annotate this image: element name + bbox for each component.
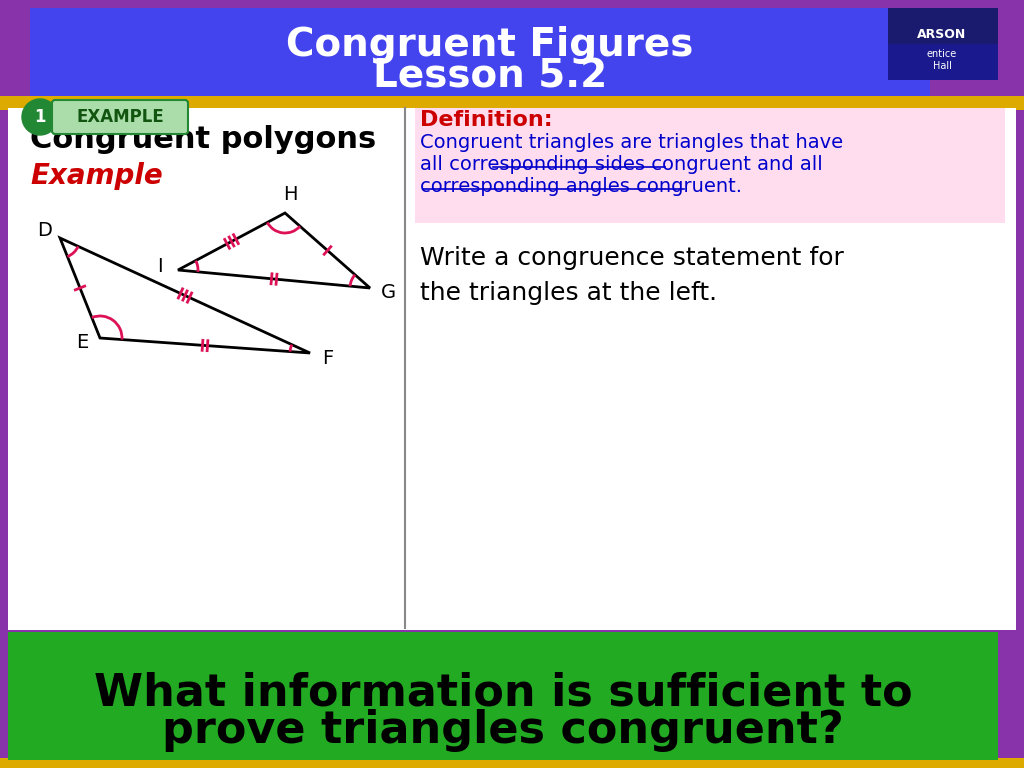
Text: entice: entice (927, 49, 957, 59)
FancyBboxPatch shape (8, 108, 1016, 630)
Text: What information is sufficient to: What information is sufficient to (93, 671, 912, 714)
FancyBboxPatch shape (30, 8, 930, 100)
Text: F: F (323, 349, 334, 368)
Text: 1: 1 (34, 108, 46, 126)
Circle shape (22, 99, 58, 135)
Text: Example: Example (30, 162, 163, 190)
Text: D: D (38, 220, 52, 240)
Text: Hall: Hall (933, 61, 951, 71)
Text: Congruent Figures: Congruent Figures (287, 26, 693, 64)
Text: corresponding angles congruent.: corresponding angles congruent. (420, 177, 742, 197)
Text: Definition:: Definition: (420, 110, 553, 130)
Text: Congruent polygons: Congruent polygons (30, 125, 376, 154)
Text: Congruent triangles are triangles that have: Congruent triangles are triangles that h… (420, 134, 843, 153)
Text: EXAMPLE: EXAMPLE (76, 108, 164, 126)
Text: all corresponding sides congruent and all: all corresponding sides congruent and al… (420, 155, 822, 174)
FancyBboxPatch shape (415, 108, 1005, 223)
FancyBboxPatch shape (0, 96, 1024, 110)
Text: Lesson 5.2: Lesson 5.2 (373, 57, 607, 95)
Text: I: I (158, 257, 163, 276)
Text: E: E (76, 333, 88, 353)
FancyBboxPatch shape (52, 100, 188, 134)
Text: prove triangles congruent?: prove triangles congruent? (162, 709, 844, 752)
FancyBboxPatch shape (0, 758, 1024, 768)
FancyBboxPatch shape (8, 632, 998, 760)
Text: ARSON: ARSON (918, 28, 967, 41)
FancyBboxPatch shape (888, 44, 998, 80)
Text: G: G (381, 283, 395, 303)
FancyBboxPatch shape (888, 8, 998, 80)
Text: Write a congruence statement for: Write a congruence statement for (420, 246, 844, 270)
Text: the triangles at the left.: the triangles at the left. (420, 281, 717, 305)
Text: H: H (283, 186, 297, 204)
